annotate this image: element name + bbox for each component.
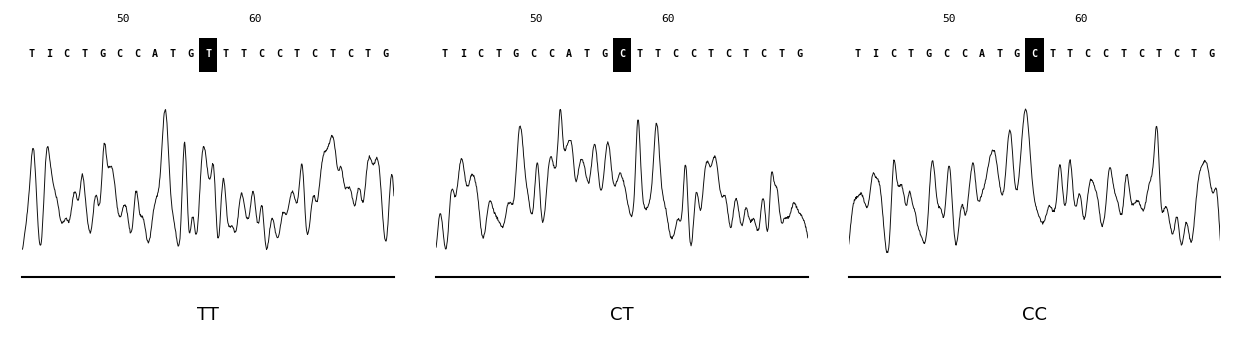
Text: G: G (187, 49, 193, 59)
Text: C: C (477, 49, 483, 59)
Text: C: C (1084, 49, 1090, 59)
Text: C: C (1173, 49, 1180, 59)
Text: C: C (530, 49, 536, 59)
Text: C: C (943, 49, 949, 59)
Text: G: G (513, 49, 519, 59)
Text: T: T (496, 49, 501, 59)
Text: C: C (725, 49, 731, 59)
Text: T: T (330, 49, 335, 59)
Text: C: C (1103, 49, 1109, 59)
Text: I: I (460, 49, 466, 59)
Text: T: T (1049, 49, 1056, 59)
Text: C: C (347, 49, 353, 59)
Text: T: T (707, 49, 714, 59)
Text: T: T (206, 49, 211, 59)
Text: T: T (364, 49, 370, 59)
Text: 60: 60 (662, 14, 675, 24)
Text: T: T (1191, 49, 1197, 59)
Text: C: C (276, 49, 282, 59)
Text: G: G (1208, 49, 1214, 59)
Text: T: T (82, 49, 87, 59)
Text: T: T (584, 49, 590, 59)
Text: G: G (1014, 49, 1020, 59)
Text: C: C (258, 49, 264, 59)
Text: T: T (1156, 49, 1161, 59)
Text: C: C (1137, 49, 1144, 59)
Text: G: G (382, 49, 388, 59)
Text: G: G (601, 49, 607, 59)
Text: T: T (442, 49, 449, 59)
Text: TT: TT (197, 307, 219, 324)
Text: T: T (743, 49, 748, 59)
Text: T: T (170, 49, 176, 59)
Text: C: C (672, 49, 678, 59)
Text: I: I (872, 49, 878, 59)
Text: T: T (654, 49, 660, 59)
Text: C: C (1032, 49, 1037, 59)
Text: A: A (566, 49, 572, 59)
Text: T: T (778, 49, 784, 59)
Text: T: T (240, 49, 247, 59)
Text: G: G (99, 49, 105, 59)
Text: CC: CC (1022, 307, 1047, 324)
Text: A: A (152, 49, 159, 59)
Text: C: C (690, 49, 696, 59)
Text: T: T (1067, 49, 1073, 59)
Text: 60: 60 (1074, 14, 1088, 24)
Text: C: C (548, 49, 554, 59)
Text: T: T (996, 49, 1002, 59)
Text: T: T (223, 49, 229, 59)
Text: T: T (855, 49, 861, 59)
Text: 50: 50 (943, 14, 955, 24)
Text: 50: 50 (530, 14, 543, 24)
Text: T: T (294, 49, 300, 59)
Text: T: T (28, 49, 35, 59)
Text: 60: 60 (248, 14, 261, 24)
Text: C: C (134, 49, 140, 59)
Text: C: C (63, 49, 69, 59)
Text: C: C (116, 49, 123, 59)
Text: CT: CT (610, 307, 634, 324)
Text: C: C (761, 49, 767, 59)
Text: A: A (979, 49, 985, 59)
Text: C: C (960, 49, 966, 59)
Text: 50: 50 (116, 14, 129, 24)
Text: G: G (926, 49, 932, 59)
Text: G: G (795, 49, 802, 59)
Text: T: T (637, 49, 643, 59)
Text: C: C (890, 49, 896, 59)
Text: I: I (46, 49, 52, 59)
Text: C: C (311, 49, 317, 59)
Text: C: C (620, 49, 624, 59)
Text: T: T (1120, 49, 1126, 59)
Text: T: T (908, 49, 913, 59)
